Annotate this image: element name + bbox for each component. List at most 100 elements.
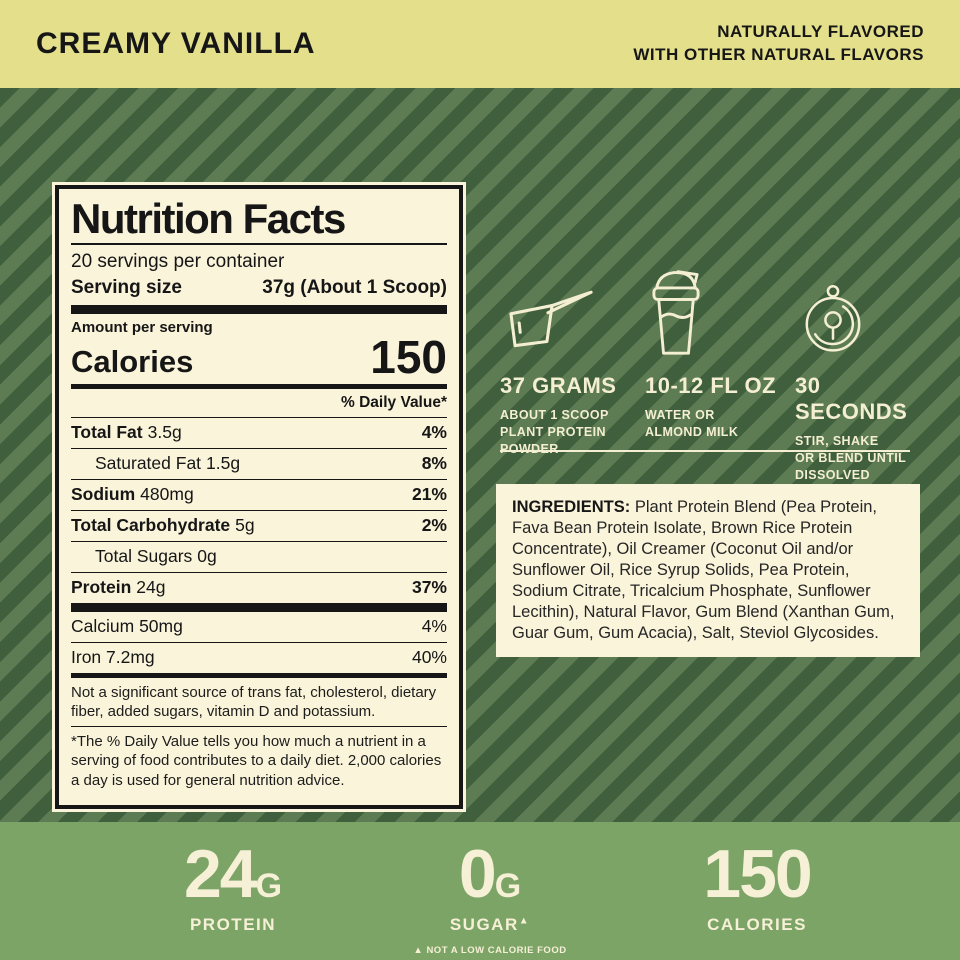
nutrient-row-total-fat: Total Fat 3.5g 4% [71,418,447,448]
nutrient-amount: 3.5g [147,422,182,443]
nutrient-amount: 24g [136,577,166,598]
nutrient-amount: 5g [235,515,255,536]
calories-value: 150 [370,331,447,384]
macro-number: 0 [458,836,497,912]
nutrient-dv: 21% [411,484,447,505]
macro-note: ▲ NOT A LOW CALORIE FOOD [413,945,567,956]
nutrient-name-bold: Protein [71,577,132,598]
direction-sub-line: WATER OR [645,408,715,422]
direction-sub-line: ABOUT 1 SCOOP [500,408,609,422]
top-bar: CREAMY VANILLA NATURALLY FLAVORED WITH O… [0,0,960,88]
direction-scoop: 37 GRAMS ABOUT 1 SCOOP PLANT PROTEIN POW… [500,263,640,458]
flavor-title: CREAMY VANILLA [36,27,316,60]
macro-sugar: 0G SUGAR▲ ▲ NOT A LOW CALORIE FOOD [380,840,600,956]
striped-background: Nutrition Facts 20 servings per containe… [0,88,960,822]
direction-subtitle: STIR, SHAKE OR BLEND UNTIL DISSOLVED [795,433,930,484]
serving-size-row: Serving size 37g (About 1 Scoop) [71,275,447,305]
servings-per-container: 20 servings per container [71,251,285,273]
nutrient-dv: 8% [421,453,447,474]
direction-sub-line: ALMOND MILK [645,424,739,439]
direction-timer: 30 SECONDS STIR, SHAKE OR BLEND UNTIL DI… [795,263,930,484]
shaker-icon [652,270,700,355]
mineral-dv: 4% [421,616,447,637]
nutrient-row-sodium: Sodium 480mg 21% [71,480,447,510]
nutrient-amount: 480mg [140,484,194,505]
icon-box [645,263,793,359]
ingredients-list: Plant Protein Blend (Pea Protein, Fava B… [512,498,895,642]
macro-value: 150 [647,840,867,908]
nutrient-name: Sodium 480mg [71,484,194,505]
nutrient-name: Saturated Fat 1.5g [95,453,240,474]
macro-footnote-marker: ▲ [518,915,531,927]
direction-shaker: 10-12 FL OZ WATER OR ALMOND MILK [645,263,793,441]
direction-subtitle: WATER OR ALMOND MILK [645,407,793,441]
mineral-name: Calcium 50mg [71,616,183,637]
thick-divider [71,305,447,315]
direction-title: 30 SECONDS [795,373,908,424]
section-divider [500,450,910,452]
nutrient-row-total-carbohydrate: Total Carbohydrate 5g 2% [71,511,447,541]
macro-label: SUGAR▲ [380,915,600,935]
nutrient-name: Protein 24g [71,577,166,598]
macro-label-text: CALORIES [707,915,807,934]
nutrition-facts-inner: Nutrition Facts 20 servings per containe… [55,185,463,809]
row-separator [71,478,447,480]
row-separator [71,726,447,728]
not-significant-note: Not a significant source of trans fat, c… [71,683,437,720]
nutrient-name-bold: Total Carbohydrate [71,515,231,536]
nutrient-row-total-sugars: Total Sugars 0g [71,542,447,572]
nutrient-name: Total Carbohydrate 5g [71,515,255,536]
row-separator [71,641,447,643]
natural-flavor-line1: NATURALLY FLAVORED [717,22,924,42]
ingredients-box: INGREDIENTS: Plant Protein Blend (Pea Pr… [496,484,920,657]
serving-size-label: Serving size [71,277,182,299]
macro-number: 150 [703,836,812,912]
mineral-dv: 40% [411,647,447,668]
direction-subtitle: ABOUT 1 SCOOP PLANT PROTEIN POWDER [500,407,640,458]
macro-label-text: SUGAR [449,915,519,934]
nutrient-amount: 0g [197,546,217,567]
nutrient-row-saturated-fat: Saturated Fat 1.5g 8% [71,449,447,479]
direction-sub-line: PLANT PROTEIN [500,424,606,439]
amount-per-serving-label: Amount per serving [71,319,213,337]
medium-divider [71,672,447,678]
daily-value-footnote: *The % Daily Value tells you how much a … [71,733,442,789]
icon-box [795,263,930,359]
direction-title: 37 GRAMS [500,373,617,398]
icon-box [500,263,640,359]
mineral-row-calcium: Calcium 50mg 4% [71,612,447,642]
nutrient-amount: 1.5g [206,453,241,474]
nutrient-dv: 2% [421,515,447,536]
direction-sub-line: STIR, SHAKE [795,434,879,448]
medium-divider [71,383,447,389]
timer-icon [805,284,861,352]
nutrient-name-text: Saturated Fat [95,453,202,474]
nutrient-name: Total Sugars 0g [95,546,217,567]
row-separator [71,540,447,542]
macro-unit: G [494,867,522,905]
mineral-name: Iron 7.2mg [71,647,155,668]
nutrient-name-bold: Sodium [71,484,136,505]
macro-value: 0G [380,840,600,908]
direction-sub-line: POWDER [500,441,559,456]
scoop-icon [509,290,593,348]
nutrient-row-protein: Protein 24g 37% [71,573,447,603]
nutrient-name-text: Total Sugars [95,546,193,567]
natural-flavor-line2: WITH OTHER NATURAL FLAVORS [633,45,924,64]
mineral-row-iron: Iron 7.2mg 40% [71,643,447,673]
macro-label-text: PROTEIN [189,915,277,934]
nutrition-facts-title: Nutrition Facts [71,195,346,242]
macro-label: PROTEIN [123,915,343,935]
row-separator [71,509,447,511]
macro-number: 24 [183,836,258,912]
nutrition-facts-panel: Nutrition Facts 20 servings per containe… [52,182,466,812]
macro-protein: 24G PROTEIN [123,840,343,935]
macro-value: 24G [123,840,343,908]
direction-title: 10-12 FL OZ [645,373,777,398]
nutrient-dv: 4% [421,422,447,443]
title-rule [71,243,447,246]
thick-divider [71,602,447,612]
macro-unit: G [255,867,283,905]
row-separator [71,416,447,418]
